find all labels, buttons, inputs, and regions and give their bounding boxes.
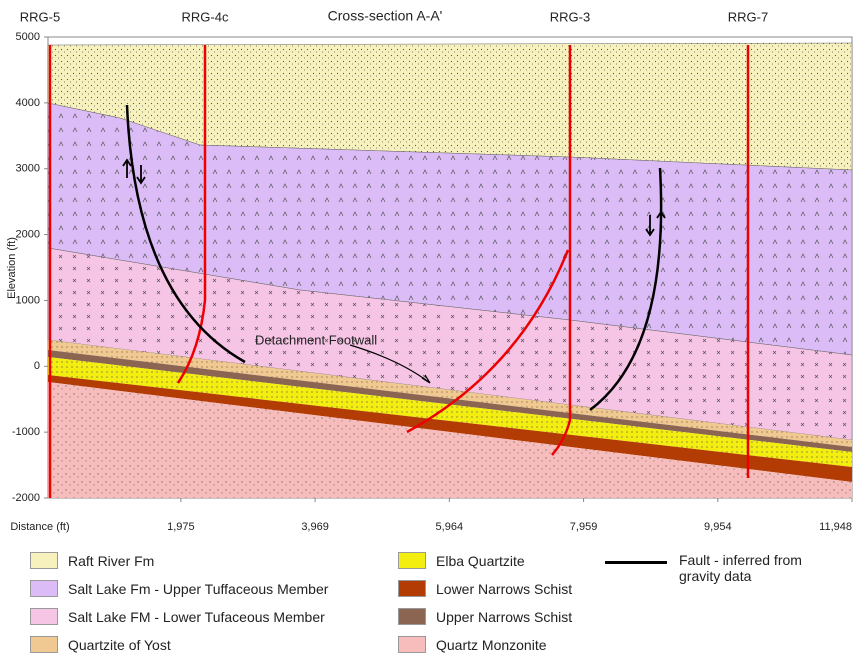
cross-section: Cross-section A-A' Detachment Footwall E… [0,0,866,540]
y-axis-label: Elevation (ft) [6,237,18,299]
well-label: RRG-7 [728,9,768,24]
x-tick-label: 9,954 [704,521,732,533]
legend-label: Quartzite of Yost [68,637,171,653]
legend-label: Upper Narrows Schist [436,609,572,625]
legend-label: Lower Narrows Schist [436,581,572,597]
y-tick-label: 4000 [16,97,40,109]
legend-swatch [30,636,58,653]
legend-item: Elba Quartzite [398,552,525,569]
legend-line [605,561,667,564]
legend-label: Fault - inferred from gravity data [679,552,839,584]
legend-item: Salt Lake Fm - Upper Tuffaceous Member [30,580,328,597]
y-tick-label: -2000 [12,492,40,504]
y-tick-label: 5000 [16,31,40,43]
y-tick-label: 0 [34,360,40,372]
legend-item: Quartz Monzonite [398,636,547,653]
legend-item: Raft River Fm [30,552,154,569]
x-tick-label: 11,948 [819,521,852,533]
legend-item: Fault - inferred from gravity data [605,552,839,584]
well-label: RRG-5 [20,9,60,24]
legend-swatch [398,580,426,597]
legend-label: Salt Lake FM - Lower Tufaceous Member [68,609,325,625]
y-tick-label: 1000 [16,294,40,306]
well-label: RRG-4c [182,9,229,24]
y-tick-label: 3000 [16,163,40,175]
page: {"title": "Cross-section A-A'", "wells":… [0,0,866,654]
legend-label: Salt Lake Fm - Upper Tuffaceous Member [68,581,328,597]
x-tick-label: 5,964 [436,521,464,533]
legend-item: Salt Lake FM - Lower Tufaceous Member [30,608,325,625]
y-tick-label: -1000 [12,426,40,438]
legend-swatch [30,608,58,625]
title: Cross-section A-A' [328,8,443,24]
legend-label: Elba Quartzite [436,553,525,569]
legend-swatch [30,580,58,597]
legend-swatch [398,636,426,653]
legend-swatch [30,552,58,569]
annotation: Detachment Footwall [255,332,377,347]
legend-swatch [398,608,426,625]
x-tick-label: 3,969 [301,521,329,533]
legend-label: Quartz Monzonite [436,637,547,653]
x-axis-label: Distance (ft) [10,521,69,533]
legend-item: Lower Narrows Schist [398,580,572,597]
x-tick-label: 1,975 [167,521,195,533]
y-tick-label: 2000 [16,228,40,240]
legend-item: Upper Narrows Schist [398,608,572,625]
legend-swatch [398,552,426,569]
x-tick-label: 7,959 [570,521,598,533]
legend-label: Raft River Fm [68,553,154,569]
well-label: RRG-3 [550,9,590,24]
legend-item: Quartzite of Yost [30,636,171,653]
